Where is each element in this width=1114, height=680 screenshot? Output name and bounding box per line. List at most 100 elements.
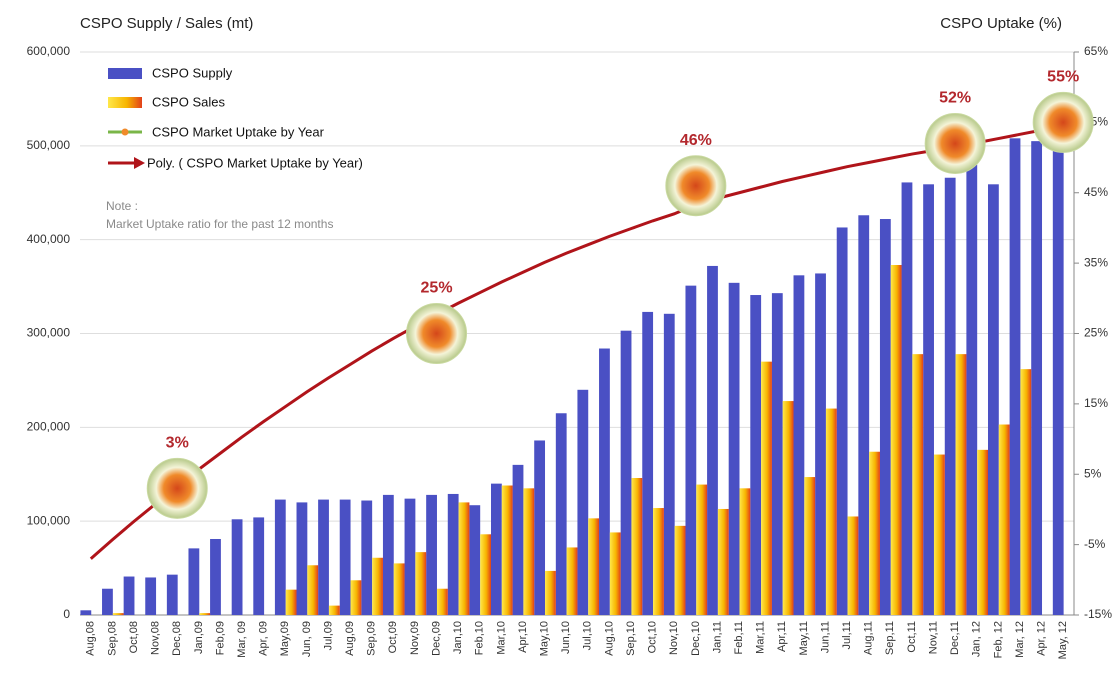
bar [112, 613, 124, 615]
bar [696, 484, 708, 615]
bar [339, 499, 351, 615]
x-tick-label: May,11 [798, 621, 810, 655]
bar [253, 517, 265, 615]
bar [404, 498, 416, 615]
x-tick-label: Jun,10 [560, 621, 572, 654]
x-tick-label: Aug,09 [344, 621, 356, 656]
legend-label: Poly. ( CSPO Market Uptake by Year) [147, 155, 363, 170]
y-tick-label: 300,000 [27, 326, 71, 340]
y2-tick-label: 15% [1084, 396, 1108, 410]
x-tick-label: Mar, 09 [236, 621, 248, 658]
x-tick-label: Feb, 12 [992, 621, 1004, 658]
x-tick-label: Feb,10 [474, 621, 486, 655]
x-tick-label: Jan, 12 [971, 621, 983, 657]
bar [987, 184, 999, 615]
bar [631, 478, 643, 615]
bar [717, 508, 729, 615]
bar [944, 177, 956, 615]
x-tick-label: May,09 [279, 621, 291, 656]
bar [890, 265, 902, 615]
bar [977, 449, 988, 615]
y-tick-label: 100,000 [27, 513, 71, 527]
bar [490, 483, 502, 615]
bar [231, 519, 243, 615]
bar [663, 313, 675, 615]
bar [1052, 150, 1064, 615]
bar [771, 293, 783, 615]
y2-tick-label: 35% [1084, 255, 1108, 269]
bar [782, 401, 794, 615]
x-tick-label: Apr, 09 [258, 621, 270, 656]
grid [80, 51, 1074, 616]
bar [923, 184, 934, 615]
bar [879, 219, 891, 616]
bar [933, 454, 945, 615]
bar [761, 361, 772, 615]
x-tick-label: Mar, 12 [1014, 621, 1026, 658]
legend-swatch [108, 97, 142, 108]
bar [285, 589, 297, 615]
bar [804, 477, 816, 615]
bar [642, 311, 654, 615]
bar [274, 499, 286, 615]
legend: CSPO Supply CSPO Sales CSPO Market Uptak… [106, 65, 363, 231]
x-tick-label: Feb,09 [214, 621, 226, 655]
y-tick-label: 600,000 [27, 44, 71, 58]
bar [653, 508, 664, 615]
y2-tick-label: 25% [1084, 326, 1108, 340]
bar [307, 565, 319, 615]
bar [588, 518, 600, 615]
y2-tick-label: 45% [1084, 185, 1108, 199]
x-tick-label: May, 12 [1057, 621, 1069, 659]
x-tick-label: Oct,11 [906, 621, 918, 653]
data-label: 55% [1047, 69, 1079, 86]
bar [80, 610, 92, 615]
x-tick-label: Jun, 09 [301, 621, 313, 657]
bar [145, 577, 157, 615]
x-tick-label: Nov,10 [668, 621, 680, 655]
x-tick-label: Jul,11 [841, 621, 853, 650]
x-tick-label: Apr,11 [776, 621, 788, 652]
bar [426, 494, 437, 615]
bar [577, 389, 589, 615]
x-tick-label: Aug,11 [863, 621, 875, 655]
bar [545, 570, 556, 615]
x-tick-label: Jan,10 [452, 621, 464, 654]
bar [382, 494, 394, 615]
bar [901, 182, 913, 615]
bar [998, 424, 1010, 615]
bar [210, 538, 221, 615]
bar [350, 580, 362, 615]
x-tick-label: Nov,09 [409, 621, 421, 655]
note: Market Uptake ratio for the past 12 mont… [106, 217, 333, 231]
x-tick-label: Dec,10 [690, 621, 702, 656]
bar [318, 499, 329, 615]
y-tick-label: 0 [63, 607, 70, 621]
x-tick-label: Nov,08 [150, 621, 162, 655]
note: Note : [106, 199, 138, 213]
bar [188, 548, 200, 615]
y-axis-title: CSPO Supply / Sales (mt) [80, 15, 253, 32]
x-tick-label: Oct,10 [647, 621, 659, 653]
x-tick-label: Sep,08 [106, 621, 118, 656]
x-tick-label: Dec,08 [171, 621, 183, 656]
data-label: 46% [680, 132, 712, 149]
legend-swatch [134, 157, 145, 169]
uptake-marker [406, 303, 468, 364]
y-tick-label: 400,000 [27, 232, 71, 246]
bar [674, 525, 686, 615]
data-label: 3% [166, 435, 189, 452]
bar [199, 613, 211, 615]
bar [707, 265, 718, 615]
bar [609, 532, 621, 615]
bar [793, 275, 805, 615]
x-tick-label: Mar,11 [755, 621, 767, 654]
x-tick-label: Jun,11 [819, 621, 831, 653]
bar [447, 493, 459, 615]
x-tick-label: Sep,10 [625, 621, 637, 656]
bar [458, 502, 470, 615]
bar [566, 547, 578, 615]
bar [415, 552, 427, 615]
bar [1020, 369, 1032, 615]
